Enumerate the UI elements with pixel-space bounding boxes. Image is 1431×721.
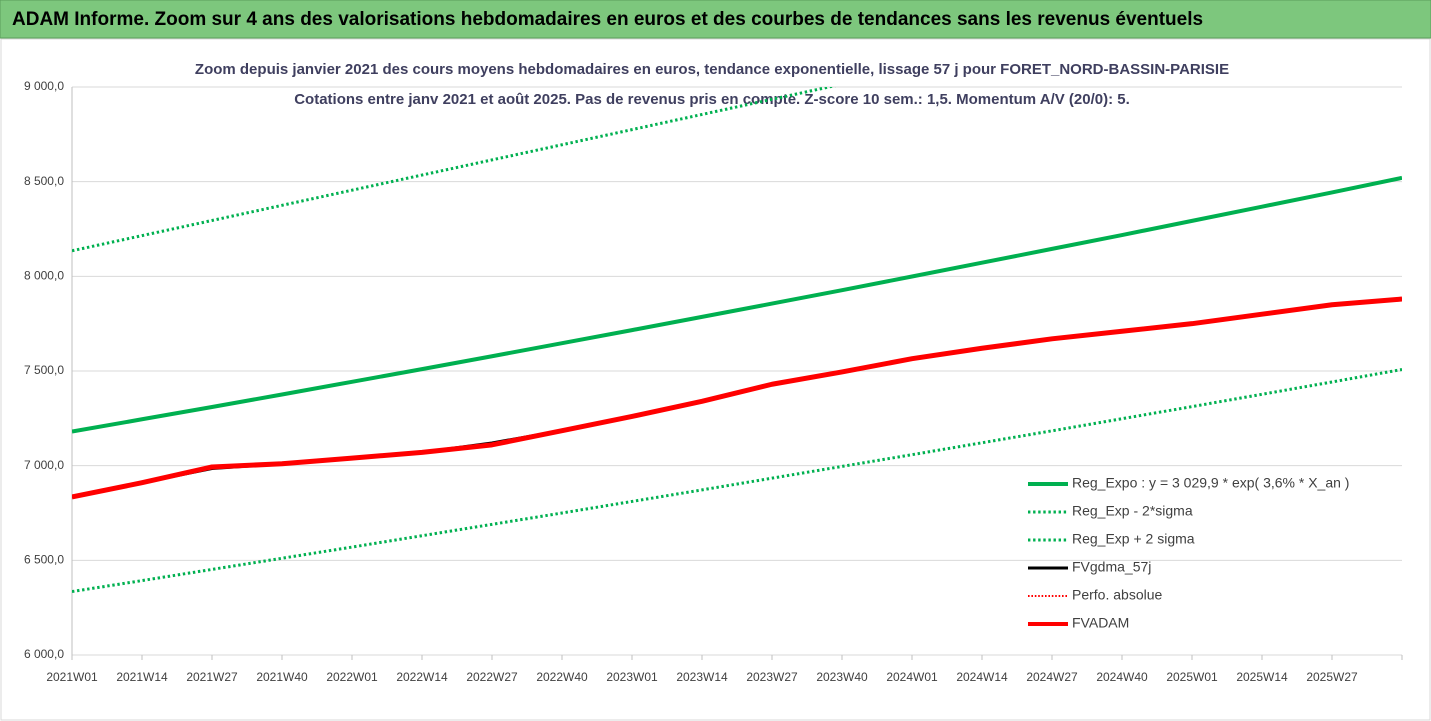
legend-label: Reg_Exp + 2 sigma <box>1072 531 1195 547</box>
x-tick-label: 2021W27 <box>186 670 238 684</box>
x-tick-label: 2021W40 <box>256 670 308 684</box>
legend-label: Reg_Exp - 2*sigma <box>1072 503 1193 519</box>
x-tick-label: 2023W14 <box>676 670 728 684</box>
x-tick-label: 2021W01 <box>46 670 98 684</box>
x-tick-label: 2023W01 <box>606 670 658 684</box>
y-tick-label: 6 000,0 <box>24 647 64 661</box>
x-tick-label: 2024W01 <box>886 670 938 684</box>
y-tick-label: 7 500,0 <box>24 363 64 377</box>
legend-label: FVgdma_57j <box>1072 559 1151 575</box>
x-tick-label: 2022W40 <box>536 670 588 684</box>
y-tick-label: 8 000,0 <box>24 269 64 283</box>
x-tick-label: 2024W14 <box>956 670 1008 684</box>
x-tick-label: 2023W27 <box>746 670 798 684</box>
x-tick-label: 2023W40 <box>816 670 868 684</box>
plot-area <box>72 87 1402 594</box>
legend-label: FVADAM <box>1072 615 1129 631</box>
x-tick-label: 2022W14 <box>396 670 448 684</box>
legend-label: Perfo. absolue <box>1072 587 1162 603</box>
chart-subtitle: Zoom depuis janvier 2021 des cours moyen… <box>195 61 1229 78</box>
y-tick-label: 9 000,0 <box>24 79 64 93</box>
legend-label: Reg_Expo : y = 3 029,9 * exp( 3,6% * X_a… <box>1072 475 1349 491</box>
title-banner <box>0 0 1431 39</box>
y-tick-label: 7 000,0 <box>24 458 64 472</box>
x-tick-label: 2025W01 <box>1166 670 1218 684</box>
chart-frame <box>0 38 1431 721</box>
x-tick-label: 2022W27 <box>466 670 518 684</box>
series-line <box>72 175 1402 434</box>
series-line <box>72 296 1402 500</box>
chart-title: ADAM Informe. Zoom sur 4 ans des valoris… <box>12 9 1203 30</box>
y-tick-label: 8 500,0 <box>24 174 64 188</box>
x-tick-label: 2024W27 <box>1026 670 1078 684</box>
x-tick-label: 2024W40 <box>1096 670 1148 684</box>
series-line <box>72 87 836 253</box>
x-tick-label: 2021W14 <box>116 670 168 684</box>
x-tick-label: 2025W27 <box>1306 670 1358 684</box>
series-line <box>72 368 1402 594</box>
x-tick-label: 2025W14 <box>1236 670 1288 684</box>
chart-subtitle: Cotations entre janv 2021 et août 2025. … <box>294 91 1130 108</box>
x-tick-label: 2022W01 <box>326 670 378 684</box>
y-tick-label: 6 500,0 <box>24 553 64 567</box>
